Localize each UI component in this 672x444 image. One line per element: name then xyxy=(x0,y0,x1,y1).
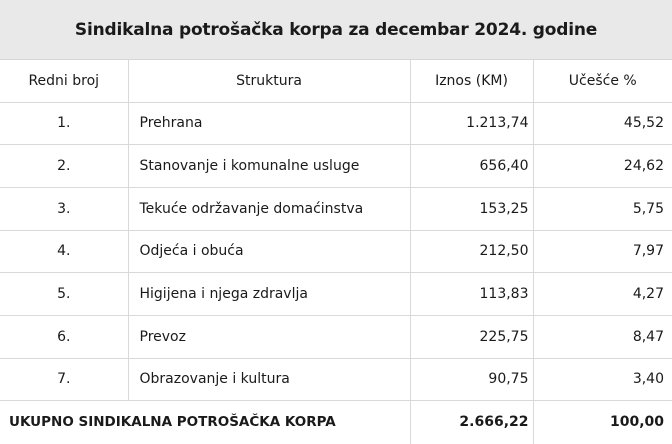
cell-struktura: Tekuće održavanje domaćinstva xyxy=(128,187,411,231)
table-row: 1. Prehrana 1.213,74 45,52 xyxy=(0,102,672,146)
cell-iznos: 225,75 xyxy=(410,315,534,359)
cell-struktura: Higijena i njega zdravlja xyxy=(128,272,411,316)
table-row: 4. Odjeća i obuća 212,50 7,97 xyxy=(0,230,672,274)
table-row: 5. Higijena i njega zdravlja 113,83 4,27 xyxy=(0,272,672,316)
cell-iznos: 1.213,74 xyxy=(410,102,534,146)
cell-redni-broj: 1. xyxy=(0,102,129,146)
table-row: 2. Stanovanje i komunalne usluge 656,40 … xyxy=(0,144,672,188)
cell-iznos: 656,40 xyxy=(410,144,534,188)
header-redni-broj: Redni broj xyxy=(0,60,129,103)
cell-struktura: Odjeća i obuća xyxy=(128,230,411,274)
header-row: Redni broj Struktura Iznos (KM) Učešće % xyxy=(0,60,672,103)
cell-ucesce: 3,40 xyxy=(533,358,672,402)
title-bar: Sindikalna potrošačka korpa za decembar … xyxy=(0,0,672,60)
cell-redni-broj: 2. xyxy=(0,144,129,188)
cell-struktura: Obrazovanje i kultura xyxy=(128,358,411,402)
table-body: 1. Prehrana 1.213,74 45,52 2. Stanovanje… xyxy=(0,102,672,444)
cell-redni-broj: 5. xyxy=(0,272,129,316)
total-iznos: 2.666,22 xyxy=(410,400,534,444)
cell-iznos: 212,50 xyxy=(410,230,534,274)
total-ucesce: 100,00 xyxy=(609,414,664,431)
basket-table: Redni broj Struktura Iznos (KM) Učešće %… xyxy=(0,60,672,444)
cell-iznos: 153,25 xyxy=(410,187,534,231)
header-iznos: Iznos (KM) xyxy=(410,60,534,103)
total-row: UKUPNO SINDIKALNA POTROŠAČKA KORPA 2.666… xyxy=(0,400,672,444)
cell-ucesce: 45,52 xyxy=(533,102,672,146)
table-row: 6. Prevoz 225,75 8,47 xyxy=(0,315,672,359)
cell-ucesce: 24,62 xyxy=(533,144,672,188)
header-struktura: Struktura xyxy=(128,60,411,103)
cell-redni-broj: 7. xyxy=(0,358,129,402)
cell-struktura: Stanovanje i komunalne usluge xyxy=(128,144,411,188)
cell-struktura: Prevoz xyxy=(128,315,411,359)
total-label: UKUPNO SINDIKALNA POTROŠAČKA KORPA xyxy=(0,400,411,444)
cell-redni-broj: 3. xyxy=(0,187,129,231)
table-row: 3. Tekuće održavanje domaćinstva 153,25 … xyxy=(0,187,672,231)
cell-redni-broj: 4. xyxy=(0,230,129,274)
cell-redni-broj: 6. xyxy=(0,315,129,359)
header-ucesce: Učešće % xyxy=(533,60,672,103)
cell-iznos: 113,83 xyxy=(410,272,534,316)
cell-ucesce: 7,97 xyxy=(533,230,672,274)
table-title: Sindikalna potrošačka korpa za decembar … xyxy=(74,19,598,40)
cell-iznos: 90,75 xyxy=(410,358,534,402)
cell-struktura: Prehrana xyxy=(128,102,411,146)
table-row: 7. Obrazovanje i kultura 90,75 3,40 xyxy=(0,358,672,402)
cell-ucesce: 8,47 xyxy=(533,315,672,359)
cell-ucesce: 4,27 xyxy=(533,272,672,316)
cell-ucesce: 5,75 xyxy=(533,187,672,231)
table-header: Redni broj Struktura Iznos (KM) Učešće % xyxy=(0,60,672,103)
